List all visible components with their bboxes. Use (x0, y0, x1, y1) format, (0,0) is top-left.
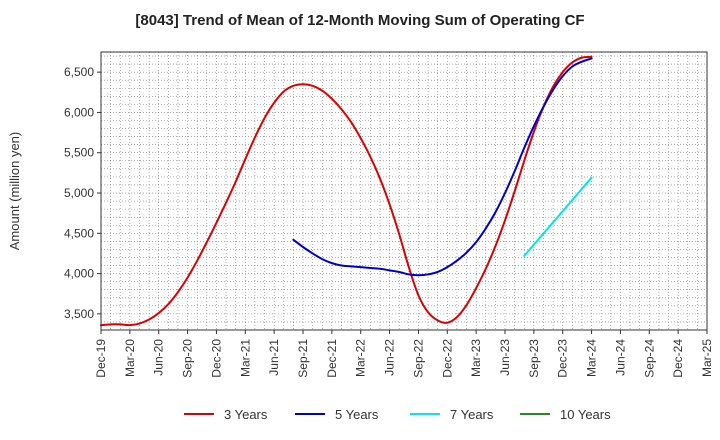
y-tick-label: 6,000 (64, 105, 94, 119)
x-tick-label: Sep-22 (411, 339, 425, 378)
y-axis-label: Amount (million yen) (7, 132, 22, 251)
y-tick-label: 4,000 (64, 267, 94, 281)
grid-lines (101, 52, 707, 330)
legend-label-10-years: 10 Years (560, 407, 611, 422)
x-tick-label: Dec-19 (94, 339, 108, 378)
x-tick-label: Mar-24 (585, 339, 599, 377)
y-tick-label: 5,500 (64, 146, 94, 160)
x-tick-label: Dec-23 (556, 339, 570, 378)
x-tick-label: Sep-20 (181, 339, 195, 378)
y-tick-label: 5,000 (64, 186, 94, 200)
plot-frame (100, 51, 708, 331)
series-line-7-years (523, 176, 593, 257)
legend-label-7-years: 7 Years (450, 407, 494, 422)
x-tick-label: Mar-22 (354, 339, 368, 377)
y-tick-label: 6,500 (64, 65, 94, 79)
x-tick-label: Dec-22 (440, 339, 454, 378)
x-tick-label: Jun-22 (383, 339, 397, 376)
y-tick-label: 3,500 (64, 307, 94, 321)
x-tick-label: Mar-21 (238, 339, 252, 377)
x-tick-label: Jun-21 (267, 339, 281, 376)
chart-title: [8043] Trend of Mean of 12-Month Moving … (135, 12, 585, 29)
x-tick-label: Sep-24 (642, 339, 656, 378)
series-line-5-years (292, 57, 593, 277)
legend: 3 Years 5 Years 7 Years 10 Years (184, 407, 611, 422)
legend-label-5-years: 5 Years (335, 407, 379, 422)
legend-label-3-years: 3 Years (224, 407, 268, 422)
x-tick-label: Jun-24 (613, 339, 627, 376)
x-tick-label: Mar-20 (123, 339, 137, 377)
x-tick-label: Sep-23 (527, 339, 541, 378)
x-tick-label: Mar-25 (700, 339, 714, 377)
x-tick-label: Jun-20 (152, 339, 166, 376)
x-axis-ticks: Dec-19 Mar-20 Jun-20 Sep-20 Dec-20 Mar-21 Jun-… (94, 330, 714, 378)
series-line-3-years (100, 55, 593, 327)
x-tick-label: Dec-24 (671, 339, 685, 378)
x-tick-label: Dec-20 (209, 339, 223, 378)
x-tick-label: Sep-21 (296, 339, 310, 378)
x-tick-label: Jun-23 (498, 339, 512, 376)
y-tick-label: 4,500 (64, 226, 94, 240)
x-tick-label: Mar-23 (469, 339, 483, 377)
x-tick-label: Dec-21 (325, 339, 339, 378)
y-axis-ticks: 3,500 4,000 4,500 5,000 5,500 6,000 6,500 (64, 65, 101, 321)
series-lines (100, 55, 593, 327)
plot-background (101, 52, 707, 330)
